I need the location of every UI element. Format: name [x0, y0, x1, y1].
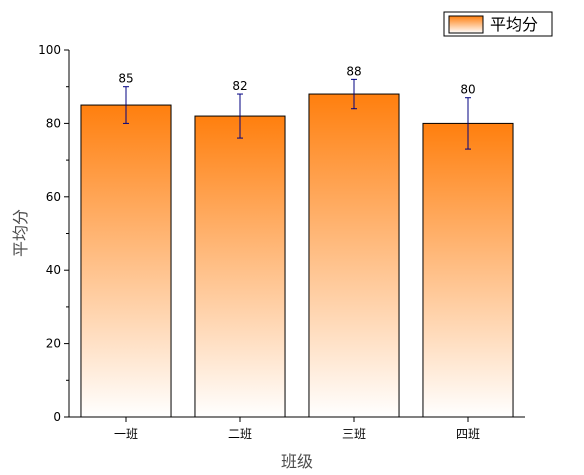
legend: 平均分	[443, 11, 553, 37]
bar	[80, 104, 172, 418]
x-tick-label: 四班	[456, 427, 480, 441]
legend-swatch	[448, 15, 484, 34]
data-label: 85	[118, 72, 133, 86]
x-tick-label: 一班	[114, 427, 138, 441]
data-label: 88	[346, 64, 361, 78]
x-axis-title: 班级	[281, 452, 313, 471]
y-tick-label: 0	[53, 410, 61, 424]
bar	[422, 122, 514, 418]
y-tick-label: 100	[38, 43, 61, 57]
bar	[308, 93, 400, 418]
bar	[194, 115, 286, 418]
y-tick-label: 80	[46, 116, 61, 130]
data-label: 80	[460, 83, 475, 97]
y-tick-label: 20	[46, 337, 61, 351]
legend-label: 平均分	[490, 15, 538, 34]
y-tick-label: 60	[46, 190, 61, 204]
x-tick-label: 二班	[228, 427, 252, 441]
y-axis-title: 平均分	[11, 209, 30, 257]
x-tick-label: 三班	[342, 427, 366, 441]
data-label: 82	[232, 79, 247, 93]
y-tick-label: 40	[46, 263, 61, 277]
